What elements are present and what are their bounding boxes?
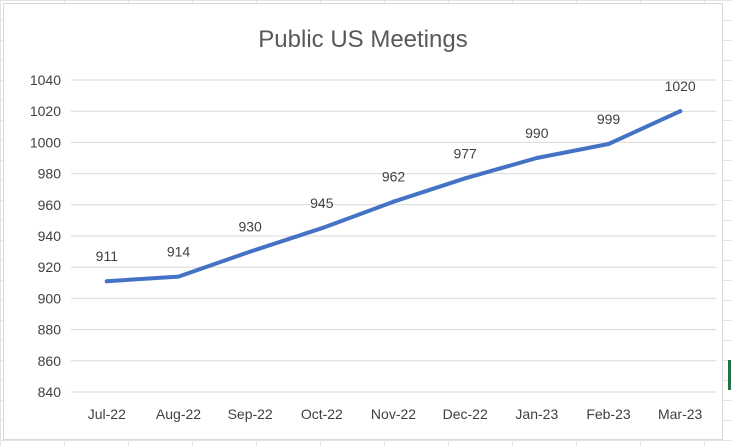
data-label: 914 xyxy=(167,244,191,260)
data-label: 999 xyxy=(597,111,621,127)
data-point xyxy=(176,274,181,279)
y-tick-label: 980 xyxy=(38,166,62,182)
data-label: 1020 xyxy=(665,78,696,94)
y-tick-label: 860 xyxy=(38,353,62,369)
series-line xyxy=(104,109,683,284)
x-tick-label: Mar-23 xyxy=(658,406,703,422)
line-chart: 840 860 880 900 920 940 960 980 1000 1020 1040 Jul… xyxy=(30,72,716,422)
data-point xyxy=(319,226,324,231)
x-tick-label: Jan-23 xyxy=(515,406,558,422)
chart-title: Public US Meetings xyxy=(258,26,468,53)
x-tick-label: Jul-22 xyxy=(88,406,126,422)
gridlines xyxy=(71,79,716,393)
y-axis-tick-labels: 840 860 880 900 920 940 960 980 1000 1020 1040 xyxy=(30,72,61,400)
data-point xyxy=(678,109,683,114)
y-tick-label: 1040 xyxy=(30,72,61,88)
sheet-side-marker xyxy=(728,360,731,390)
data-label: 962 xyxy=(382,169,406,185)
y-tick-label: 940 xyxy=(38,228,62,244)
x-tick-label: Feb-23 xyxy=(586,406,631,422)
x-tick-label: Sep-22 xyxy=(228,406,273,422)
x-tick-label: Oct-22 xyxy=(301,406,343,422)
x-tick-label: Aug-22 xyxy=(156,406,201,422)
data-point xyxy=(463,176,468,181)
y-tick-label: 880 xyxy=(38,322,62,338)
chart-area[interactable]: Public US Meetings 840 860 880 900 920 940 960… xyxy=(3,3,723,440)
data-point xyxy=(248,249,253,254)
data-point xyxy=(104,279,109,284)
y-tick-label: 1000 xyxy=(30,134,61,150)
data-label: 945 xyxy=(310,195,334,211)
data-label: 911 xyxy=(96,248,119,264)
y-tick-label: 960 xyxy=(38,197,62,213)
x-tick-label: Nov-22 xyxy=(371,406,416,422)
data-label: 977 xyxy=(453,145,477,161)
data-labels: 911 914 930 945 962 977 990 999 1020 xyxy=(96,78,696,264)
x-tick-label: Dec-22 xyxy=(443,406,488,422)
y-tick-label: 920 xyxy=(38,259,62,275)
data-label: 990 xyxy=(525,125,549,141)
y-tick-label: 1020 xyxy=(30,103,61,119)
y-tick-label: 900 xyxy=(38,290,62,306)
series-group xyxy=(104,109,683,284)
data-point xyxy=(534,156,539,160)
y-tick-label: 840 xyxy=(38,384,62,400)
data-point xyxy=(391,199,396,204)
data-point xyxy=(606,141,611,146)
x-axis-tick-labels: Jul-22 Aug-22 Sep-22 Oct-22 Nov-22 Dec-22 Jan-… xyxy=(88,406,703,422)
data-label: 930 xyxy=(238,219,262,235)
